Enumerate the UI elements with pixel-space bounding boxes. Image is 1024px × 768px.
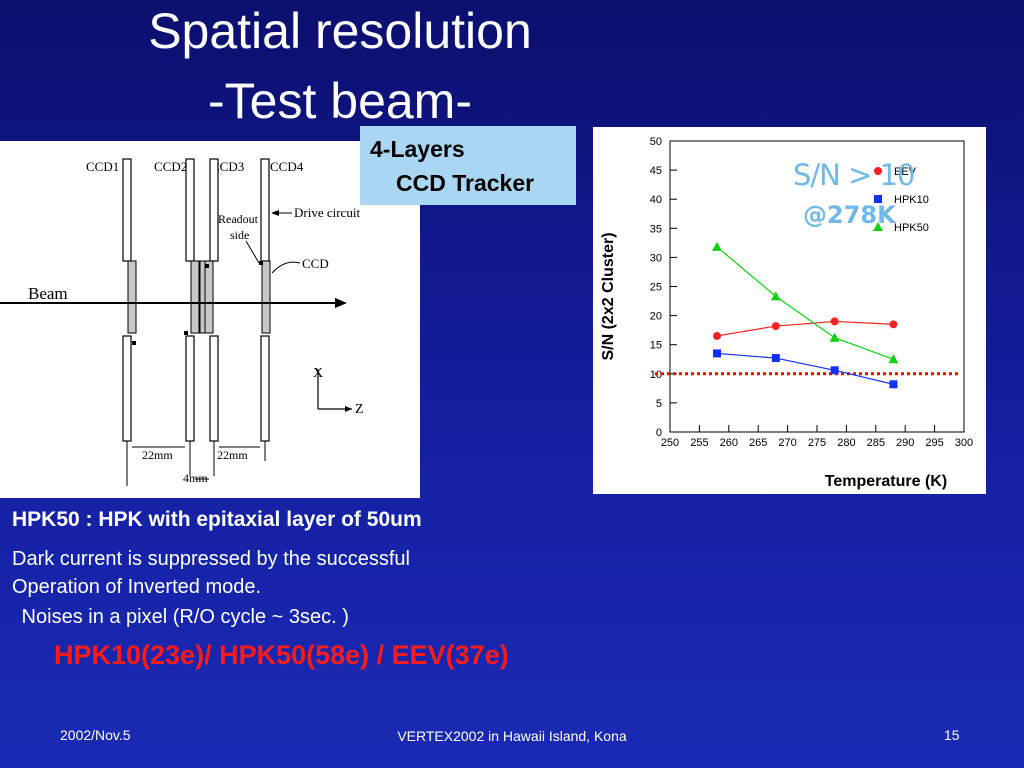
layers-callout-line2: CCD Tracker: [396, 170, 535, 196]
ccd-sensors: [127, 260, 271, 334]
z-axis-label: Z: [355, 402, 364, 417]
y-tick-label: 45: [650, 165, 662, 177]
chart-annotation-temp: @278K: [803, 201, 897, 229]
slide-title-line2: -Test beam-: [208, 73, 472, 129]
body-text-line2: Operation of Inverted mode.: [12, 576, 262, 598]
data-point-eev: [830, 317, 839, 326]
y-axis-title: S/N (2x2 Cluster): [600, 232, 617, 360]
legend-marker-hpk10: [874, 195, 882, 203]
chart-annotation-sn: S/N > 10: [793, 158, 915, 192]
data-point-hpk50: [888, 354, 899, 364]
legend-label-eev: EEV: [894, 166, 917, 178]
y-tick-label: 0: [656, 427, 662, 439]
data-point-hpk50: [770, 291, 781, 301]
legend-label-hpk10: HPK10: [894, 194, 929, 206]
series-line-hpk10: [716, 352, 894, 385]
x-tick-label: 275: [808, 437, 826, 449]
sn-chart-svg: 0510152025303540455025025526026527027528…: [600, 136, 973, 490]
plot-frame: [669, 140, 965, 433]
data-point-eev: [771, 322, 780, 331]
layers-callout: 4-Layers CCD Tracker: [360, 126, 576, 205]
sn-chart: 0510152025303540455025025526026527027528…: [593, 127, 986, 494]
y-tick-label: 5: [656, 398, 662, 410]
ccd3-label: CCD3: [211, 159, 244, 174]
z-axis-arrowhead: [345, 406, 352, 412]
x-tick-label: 285: [867, 437, 885, 449]
body-text-line1: Dark current is suppressed by the succes…: [12, 548, 410, 570]
data-point-eev: [713, 331, 722, 340]
layers-callout-line1: 4-Layers: [370, 136, 465, 162]
x-tick-label: 270: [778, 437, 796, 449]
footer-page-number: 15: [944, 727, 960, 743]
hpk50-subheading: HPK50 : HPK with epitaxial layer of 50um: [12, 508, 422, 531]
x-tick-label: 250: [661, 437, 679, 449]
dimension-right: 22mm: [217, 448, 248, 462]
drive-circuit-arrowhead: [271, 210, 279, 216]
data-point-eev: [889, 320, 898, 329]
data-point-hpk10: [771, 354, 780, 363]
y-tick-label: 30: [650, 252, 662, 264]
beam-arrowhead: [335, 298, 347, 308]
ccd2-label: CCD2: [154, 159, 187, 174]
upper-boards: [122, 158, 270, 262]
data-point-hpk10: [830, 366, 839, 375]
data-point-hpk50: [829, 332, 840, 342]
ccd-pointer: [271, 261, 301, 274]
drive-circuit-label: Drive circuit: [294, 205, 360, 220]
y-tick-label: 15: [650, 340, 662, 352]
legend-marker-hpk50: [873, 222, 883, 231]
readout-markers: [132, 261, 263, 345]
dimension-gap: 4mm: [183, 471, 208, 485]
body-text-line3: Noises in a pixel (R/O cycle ~ 3sec. ): [16, 606, 349, 628]
x-tick-label: 290: [896, 437, 914, 449]
x-tick-label: 280: [837, 437, 855, 449]
legend-label-hpk50: HPK50: [894, 222, 929, 234]
x-tick-label: 300: [955, 437, 973, 449]
lower-boards: [122, 335, 270, 442]
ccd1-label: CCD1: [86, 159, 119, 174]
data-point-hpk50: [712, 241, 723, 251]
y-tick-label: 25: [650, 282, 662, 294]
x-axis-title: Temperature (K): [825, 473, 947, 490]
y-tick-label: 35: [650, 223, 662, 235]
noise-highlight: HPK10(23e)/ HPK50(58e) / EEV(37e): [54, 640, 509, 670]
x-tick-label: 255: [690, 437, 708, 449]
x-tick-label: 260: [720, 437, 738, 449]
ccd4-label: CCD4: [270, 159, 304, 174]
data-point-hpk10: [889, 380, 898, 389]
legend-marker-eev: [874, 167, 882, 175]
series-line-eev: [716, 320, 894, 337]
readout-label: Readout: [218, 212, 259, 226]
x-tick-label: 265: [749, 437, 767, 449]
readout-pointer: [245, 240, 260, 264]
series-line-hpk50: [716, 246, 894, 360]
y-tick-label: 50: [650, 136, 662, 148]
ccd-tracker-diagram: CCD1 CCD2 CCD3 CCD4: [0, 141, 420, 498]
y-tick-label: 20: [650, 311, 662, 323]
data-point-hpk10: [713, 349, 722, 358]
footer-date: 2002/Nov.5: [60, 727, 131, 743]
dimension-left: 22mm: [142, 448, 173, 462]
slide-title-line1: Spatial resolution: [148, 3, 532, 59]
readout-side-label: side: [230, 228, 249, 242]
footer-conference: VERTEX2002 in Hawaii Island, Kona: [397, 728, 627, 744]
y-tick-label: 40: [650, 194, 662, 206]
beam-label: Beam: [28, 284, 68, 303]
ccd-label: CCD: [302, 256, 329, 271]
dimension-lines: [126, 441, 266, 486]
x-axis-label: X: [313, 366, 323, 381]
x-tick-label: 295: [925, 437, 943, 449]
